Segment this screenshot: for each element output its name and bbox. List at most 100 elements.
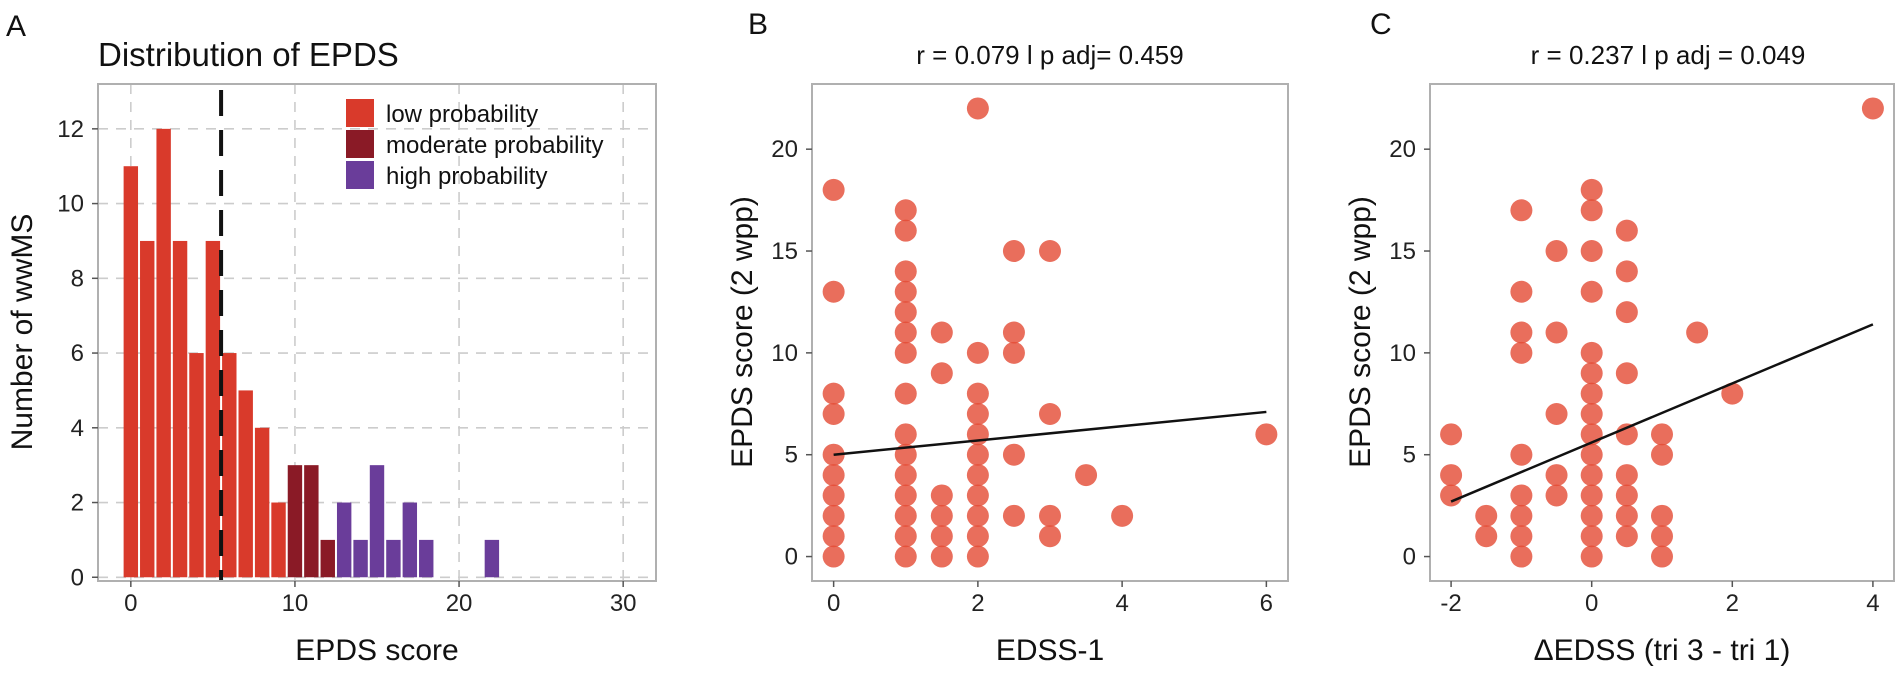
bar bbox=[222, 353, 237, 578]
bar bbox=[419, 539, 434, 578]
bar bbox=[304, 465, 319, 578]
panel-c-points bbox=[1440, 97, 1884, 568]
legend-swatch-moderate bbox=[346, 130, 374, 158]
scatter-point bbox=[1651, 423, 1673, 446]
scatter-point bbox=[1615, 301, 1638, 324]
scatter-point bbox=[930, 321, 953, 344]
scatter-point bbox=[1580, 362, 1603, 385]
x-tick-label: 4 bbox=[1866, 590, 1879, 617]
scatter-point bbox=[1545, 464, 1568, 487]
scatter-point bbox=[894, 382, 917, 405]
scatter-point bbox=[1545, 402, 1568, 425]
scatter-point bbox=[1475, 525, 1498, 548]
scatter-point bbox=[894, 301, 917, 324]
y-tick-label: 0 bbox=[71, 564, 84, 591]
scatter-point bbox=[894, 199, 917, 222]
scatter-point bbox=[1580, 178, 1603, 201]
panel-c-ticks: 0 5 10 15 20 -2 0 2 4 bbox=[1389, 136, 1879, 617]
scatter-point bbox=[1615, 464, 1638, 487]
bar bbox=[484, 539, 500, 578]
panel-b-xlabel: EDSS-1 bbox=[996, 634, 1104, 667]
scatter-point bbox=[1510, 525, 1533, 548]
y-tick-label: 15 bbox=[1389, 238, 1416, 265]
scatter-point bbox=[894, 423, 917, 446]
bar bbox=[271, 502, 286, 578]
scatter-point bbox=[822, 504, 845, 527]
scatter-point bbox=[1580, 545, 1603, 568]
scatter-point bbox=[1002, 341, 1025, 364]
scatter-point bbox=[1002, 321, 1025, 344]
scatter-point bbox=[1440, 484, 1463, 507]
scatter-point bbox=[966, 525, 989, 548]
bar bbox=[336, 502, 352, 578]
scatter-point bbox=[1039, 402, 1061, 425]
legend-label-moderate: moderate probability bbox=[386, 132, 603, 159]
panel-c-xlabel: ΔEDSS (tri 3 - tri 1) bbox=[1534, 634, 1791, 667]
scatter-point bbox=[1440, 464, 1463, 487]
bar bbox=[156, 128, 171, 578]
panel-a-ticks: 0 2 4 6 8 10 12 0 10 20 30 bbox=[57, 116, 636, 617]
panel-c: C r = 0.237 l p adj = 0.049 0 5 10 15 20 -2 0 2… bbox=[1344, 8, 1895, 667]
scatter-point bbox=[822, 382, 845, 405]
panel-b-points bbox=[822, 97, 1278, 568]
scatter-point bbox=[1615, 504, 1638, 527]
scatter-point bbox=[930, 362, 953, 385]
scatter-point bbox=[1545, 240, 1568, 263]
y-tick-label: 10 bbox=[57, 191, 84, 218]
bar bbox=[189, 353, 204, 578]
legend: low probability moderate probability hig… bbox=[346, 99, 603, 190]
panel-a-frame bbox=[97, 83, 657, 582]
scatter-point bbox=[822, 402, 845, 425]
scatter-point bbox=[1002, 504, 1025, 527]
scatter-point bbox=[930, 484, 953, 507]
panel-a-bars bbox=[123, 128, 500, 578]
scatter-point bbox=[966, 341, 989, 364]
panel-a-title: Distribution of EPDS bbox=[98, 36, 399, 73]
scatter-point bbox=[1510, 545, 1533, 568]
scatter-point bbox=[1039, 525, 1061, 548]
legend-label-high: high probability bbox=[386, 163, 547, 190]
y-tick-label: 20 bbox=[771, 136, 798, 163]
y-tick-label: 5 bbox=[1403, 442, 1416, 469]
bar bbox=[172, 240, 188, 578]
y-tick-label: 8 bbox=[71, 265, 84, 292]
x-tick-label: 0 bbox=[1585, 590, 1598, 617]
panel-b-frame bbox=[811, 83, 1289, 582]
panel-b-ylabel: EPDS score (2 wpp) bbox=[726, 196, 759, 468]
scatter-point bbox=[1721, 382, 1744, 405]
panel-c-frame bbox=[1429, 83, 1895, 582]
bar bbox=[123, 166, 139, 578]
bar bbox=[238, 390, 253, 578]
y-tick-label: 0 bbox=[785, 544, 798, 571]
scatter-point bbox=[966, 97, 989, 120]
scatter-point bbox=[930, 545, 953, 568]
scatter-point bbox=[1475, 504, 1498, 527]
x-tick-label: 2 bbox=[1726, 590, 1739, 617]
scatter-point bbox=[1545, 321, 1568, 344]
scatter-point bbox=[894, 321, 917, 344]
y-tick-label: 12 bbox=[57, 116, 84, 143]
scatter-point bbox=[1580, 464, 1603, 487]
scatter-point bbox=[930, 525, 953, 548]
scatter-point bbox=[894, 260, 917, 283]
scatter-point bbox=[1651, 504, 1673, 527]
scatter-point bbox=[1510, 504, 1533, 527]
panel-c-fit-line bbox=[1450, 323, 1874, 503]
legend-label-low: low probability bbox=[386, 101, 538, 128]
bar bbox=[140, 240, 155, 578]
scatter-point bbox=[966, 443, 989, 466]
scatter-point bbox=[894, 484, 917, 507]
scatter-point bbox=[822, 545, 845, 568]
y-tick-label: 15 bbox=[771, 238, 798, 265]
bar bbox=[353, 539, 368, 578]
scatter-point bbox=[1255, 423, 1278, 446]
scatter-point bbox=[1580, 443, 1603, 466]
x-tick-label: -2 bbox=[1440, 590, 1461, 617]
scatter-point bbox=[1615, 219, 1638, 242]
scatter-point bbox=[822, 484, 845, 507]
scatter-point bbox=[1615, 484, 1638, 507]
scatter-point bbox=[966, 464, 989, 487]
panel-a-xlabel: EPDS score bbox=[295, 634, 458, 667]
